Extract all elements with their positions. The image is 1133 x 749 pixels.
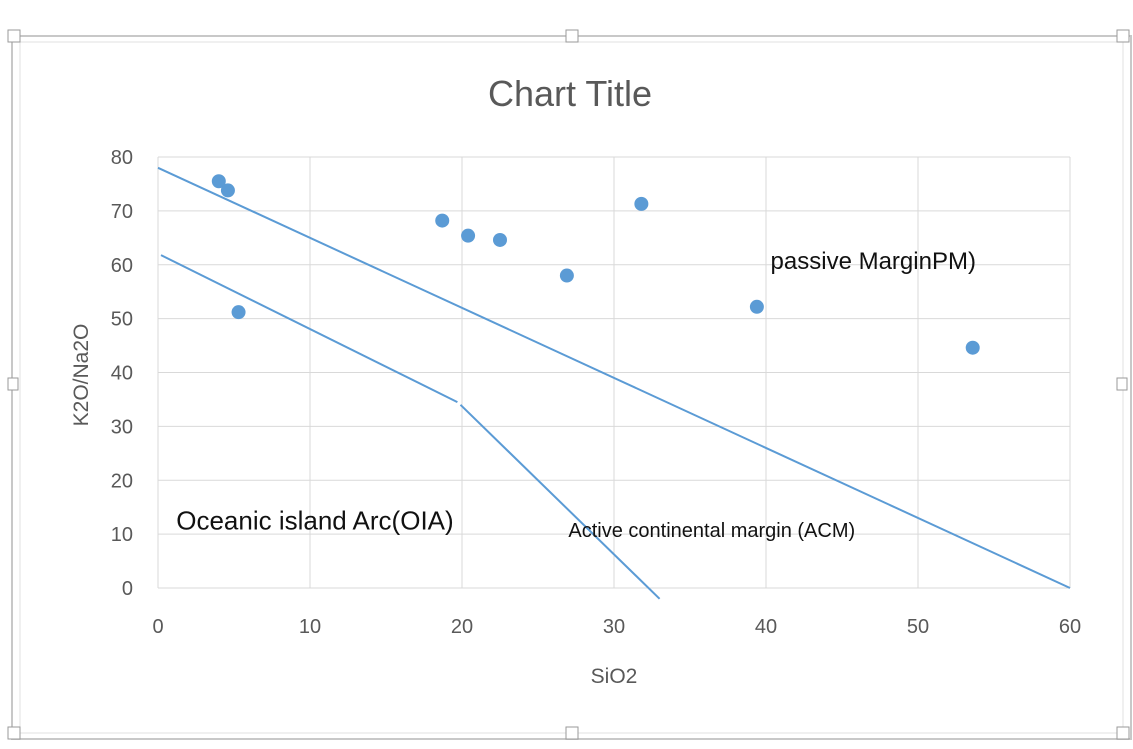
boundary-lines [157, 166, 1071, 600]
data-point[interactable] [231, 305, 246, 320]
y-tick-label: 20 [111, 470, 133, 492]
x-tick-label: 40 [755, 616, 777, 638]
data-point[interactable] [461, 228, 476, 243]
y-axis-label[interactable]: K2O/Na2O [70, 324, 93, 427]
x-tick-labels: 0 10 20 30 40 50 60 [152, 616, 1081, 638]
resize-handle-top[interactable] [565, 29, 579, 43]
data-point[interactable] [559, 268, 574, 283]
resize-handle-right[interactable] [1116, 377, 1128, 391]
region-annotation[interactable]: Oceanic island Arc(OIA) [176, 505, 453, 535]
region-annotation[interactable]: passive MarginPM) [771, 248, 976, 275]
data-point[interactable] [220, 183, 235, 198]
data-point[interactable] [211, 174, 226, 189]
resize-handle-bottom-right[interactable] [1116, 726, 1130, 740]
boundary-line [160, 254, 458, 403]
chart-title[interactable]: Chart Title [488, 73, 652, 114]
y-tick-label: 80 [111, 147, 133, 169]
x-tick-label: 0 [152, 616, 163, 638]
resize-handle-bottom[interactable] [565, 726, 579, 740]
data-point[interactable] [634, 196, 649, 211]
boundary-line [459, 404, 661, 600]
region-annotation[interactable]: Active continental margin (ACM) [568, 520, 855, 542]
resize-handle-top-left[interactable] [7, 29, 21, 43]
data-point[interactable] [435, 213, 450, 228]
resize-handle-left[interactable] [7, 377, 19, 391]
x-axis-label[interactable]: SiO2 [591, 665, 638, 688]
x-tick-label: 50 [907, 616, 929, 638]
data-point[interactable] [749, 299, 764, 314]
y-tick-label: 30 [111, 416, 133, 438]
x-tick-label: 30 [603, 616, 625, 638]
y-tick-label: 50 [111, 309, 133, 331]
boundary-line [157, 166, 1071, 589]
y-tick-label: 0 [122, 578, 133, 600]
y-tick-labels: 0 10 20 30 40 50 60 70 80 [111, 147, 133, 600]
y-tick-label: 10 [111, 524, 133, 546]
resize-handle-top-right[interactable] [1116, 29, 1130, 43]
resize-handle-bottom-left[interactable] [7, 726, 21, 740]
x-tick-label: 60 [1059, 616, 1081, 638]
x-tick-label: 10 [299, 616, 321, 638]
y-tick-label: 60 [111, 255, 133, 277]
x-tick-label: 20 [451, 616, 473, 638]
outer-frame [11, 35, 1132, 740]
y-tick-label: 70 [111, 201, 133, 223]
gridlines [157, 156, 1071, 589]
data-points[interactable] [211, 174, 980, 355]
region-annotations: passive MarginPM) Oceanic island Arc(OIA)… [176, 248, 976, 542]
data-point[interactable] [965, 340, 980, 355]
data-point[interactable] [493, 232, 507, 247]
y-tick-label: 40 [111, 363, 133, 385]
